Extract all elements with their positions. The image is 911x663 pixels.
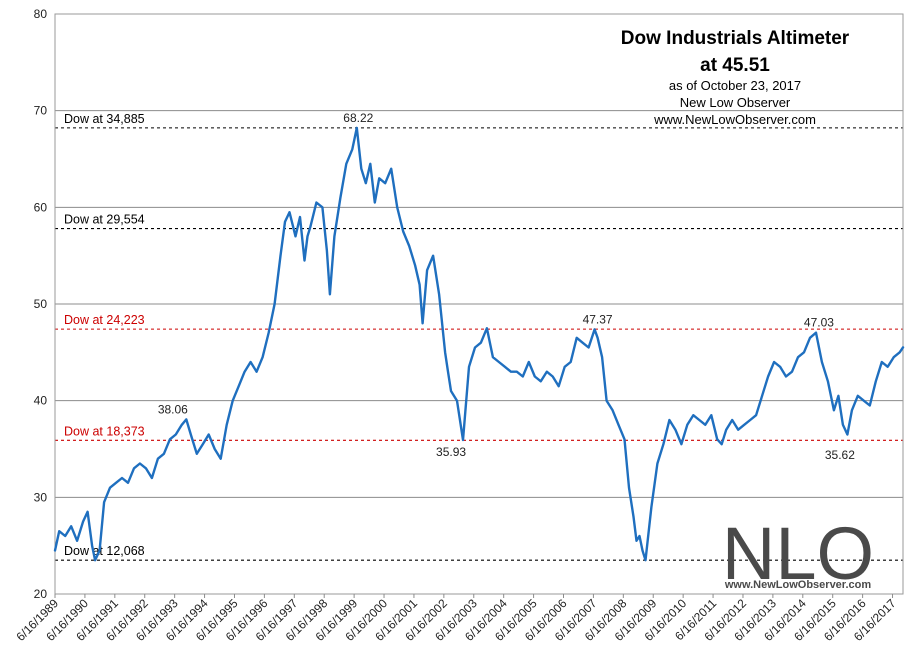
y-tick-label: 30 <box>34 490 48 504</box>
title-block: Dow Industrials Altimeter at 45.51 as of… <box>621 28 850 127</box>
y-tick-label: 50 <box>34 297 48 311</box>
watermark-logo: NLO <box>722 512 874 595</box>
nlo-watermark: NLO www.NewLowObserver.com <box>722 512 874 595</box>
y-tick-label: 40 <box>34 394 48 408</box>
data-label: 35.62 <box>825 448 855 462</box>
reference-line-label: Dow at 24,223 <box>64 313 145 327</box>
source-note: New Low Observer <box>680 95 791 110</box>
chart-title: Dow Industrials Altimeter <box>621 28 850 49</box>
y-axis-ticks: 20 30 40 50 60 70 80 <box>34 7 48 601</box>
annotations: 68.22 38.06 35.93 47.37 47.03 35.62 <box>158 111 855 462</box>
series-layer <box>53 126 905 562</box>
gridlines <box>55 110 903 498</box>
plot-border <box>54 13 904 595</box>
watermark-url: www.NewLowObserver.com <box>724 579 872 591</box>
reference-line-label: Dow at 12,068 <box>64 544 145 558</box>
y-tick-label: 70 <box>34 104 48 118</box>
reference-line-label: Dow at 29,554 <box>64 213 145 227</box>
reference-line-label: Dow at 18,373 <box>64 424 145 438</box>
as-of-note: as of October 23, 2017 <box>669 78 801 93</box>
reference-lines: Dow at 34,885 Dow at 29,554 Dow at 24,223 D… <box>55 112 903 561</box>
y-tick-label: 20 <box>34 587 48 601</box>
reference-line-label: Dow at 34,885 <box>64 112 145 126</box>
data-label: 68.22 <box>343 111 373 125</box>
data-label: 47.03 <box>804 316 834 330</box>
data-label: 35.93 <box>436 445 466 459</box>
series-line <box>53 126 905 562</box>
data-label: 38.06 <box>158 402 188 416</box>
chart-subtitle: at 45.51 <box>700 55 770 76</box>
y-tick-label: 60 <box>34 200 48 214</box>
y-tick-label: 80 <box>34 7 48 21</box>
data-label: 47.37 <box>583 312 613 326</box>
website-note: www.NewLowObserver.com <box>653 112 816 127</box>
